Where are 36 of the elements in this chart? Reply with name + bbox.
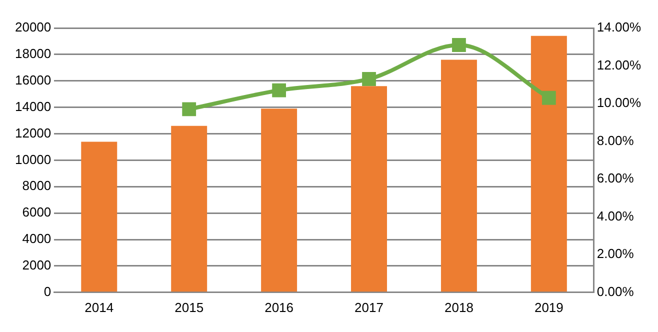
x-tick-label: 2014: [84, 300, 114, 315]
y-tick-label: 6000: [22, 204, 52, 220]
bar: [81, 142, 118, 292]
point: [182, 102, 196, 116]
y-tick-label: 4000: [22, 231, 52, 246]
y-tick-label: 14000: [14, 98, 52, 114]
bar: [351, 86, 387, 292]
y2-tick-label: 8.00%: [596, 132, 634, 148]
bar: [440, 60, 477, 292]
x-tick-label: 2018: [444, 300, 474, 315]
point: [272, 83, 286, 98]
point: [542, 90, 556, 105]
x-tick-label: 2019: [534, 300, 564, 315]
bar: [530, 36, 567, 292]
y-tick-label: 2000: [22, 258, 52, 273]
y-tick-label: 0: [44, 284, 52, 299]
y-tick-label: 16000: [14, 72, 52, 88]
y2-tick-label: 0.00%: [596, 284, 634, 299]
x-tick-label: 2016: [264, 300, 294, 315]
y-tick-label: 18000: [14, 46, 52, 62]
x-tick-label: 2015: [174, 300, 204, 315]
bar: [171, 126, 208, 292]
y2-tick-label: 10.00%: [596, 95, 642, 110]
y-tick-label: 20000: [14, 20, 52, 35]
x-tick-label: 2017: [354, 300, 384, 315]
y2-tick-label: 14.00%: [596, 20, 642, 35]
y2-tick-label: 6.00%: [596, 170, 634, 186]
y-tick-label: 8000: [22, 178, 52, 194]
y-tick-label: 12000: [14, 125, 52, 140]
y2-tick-label: 12.00%: [596, 57, 642, 72]
bar: [261, 108, 298, 292]
point: [452, 38, 466, 52]
y2-tick-label: 2.00%: [596, 246, 634, 262]
point: [362, 72, 376, 86]
y-tick-label: 10000: [14, 152, 52, 167]
y2-tick-label: 4.00%: [596, 208, 634, 224]
